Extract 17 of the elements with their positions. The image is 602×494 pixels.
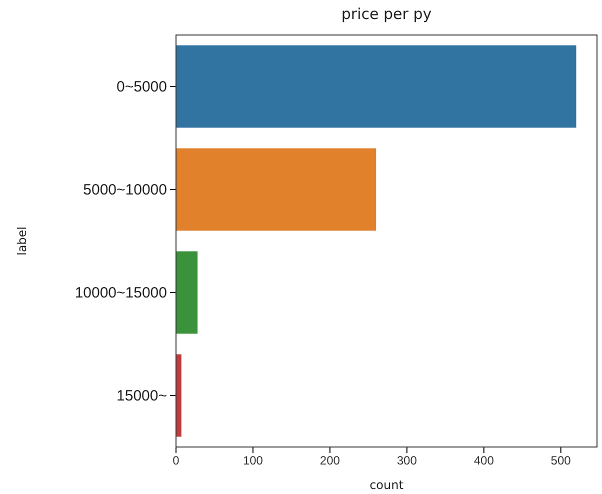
x-tick-label: 500 [550, 454, 572, 468]
x-tick-label: 0 [172, 454, 180, 468]
x-axis-title: count [370, 478, 404, 492]
bar [176, 148, 376, 231]
y-tick-label: 15000~ [116, 387, 168, 404]
x-tick-label: 300 [396, 454, 418, 468]
y-tick-label: 10000~15000 [74, 284, 167, 302]
y-tick-label: 5000~10000 [83, 181, 167, 198]
bar [176, 251, 198, 334]
bar [176, 45, 576, 128]
x-tick-label: 200 [320, 454, 340, 468]
bar [176, 354, 182, 437]
y-axis-title: label [15, 226, 29, 256]
x-tick-label: 400 [474, 454, 494, 468]
chart-title: price per py [341, 5, 432, 23]
y-tick-label: 0~5000 [116, 78, 167, 96]
x-tick-label: 100 [242, 454, 264, 468]
